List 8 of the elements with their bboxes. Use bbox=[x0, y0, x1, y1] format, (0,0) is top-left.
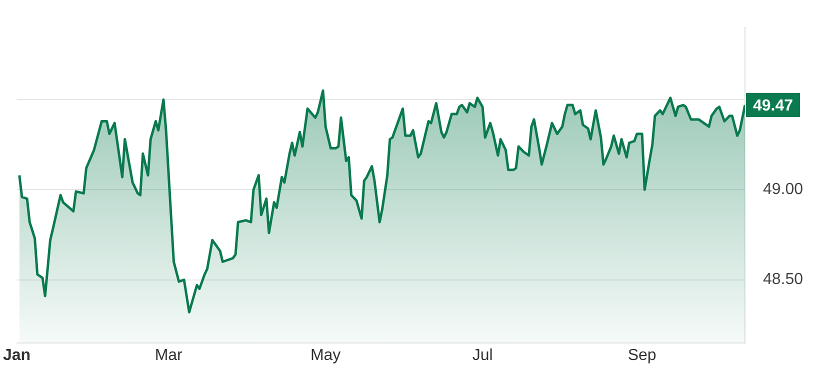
x-tick-label: Sep bbox=[628, 346, 656, 364]
x-tick-label: May bbox=[310, 346, 341, 364]
x-tick-label: Jan bbox=[2, 346, 31, 364]
annotation: 49.47 bbox=[753, 97, 794, 114]
x-tick-label: Jul bbox=[472, 346, 493, 364]
y-tick-label: 48.50 bbox=[763, 271, 804, 288]
x-tick-label: Mar bbox=[154, 346, 184, 364]
y-tick-label: 49.00 bbox=[763, 181, 804, 198]
